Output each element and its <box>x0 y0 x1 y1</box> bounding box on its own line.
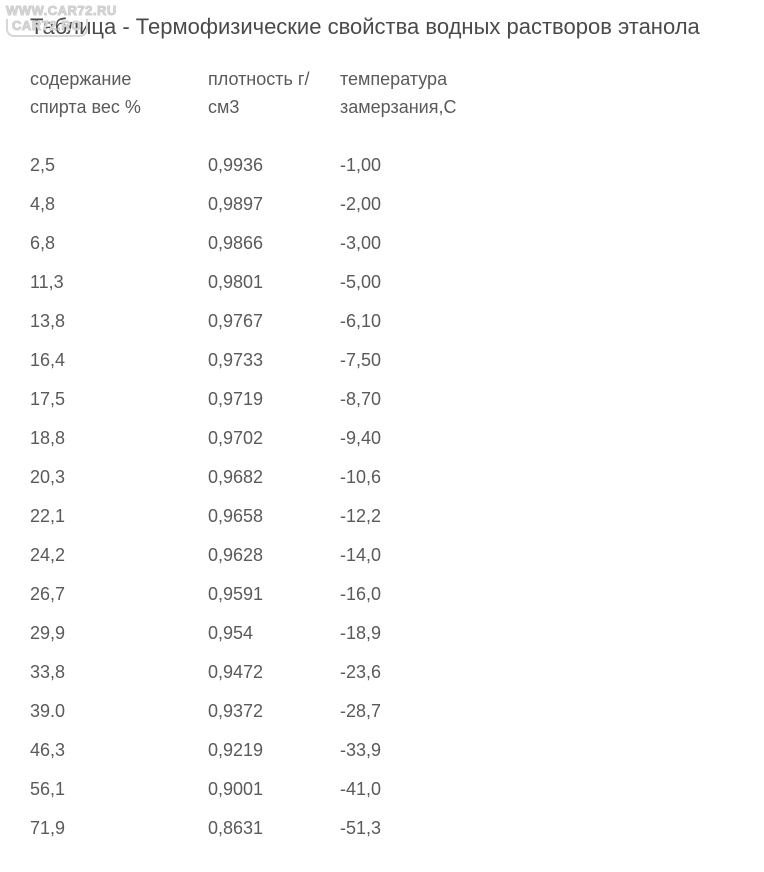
table-row: 11,30,9801-5,00 <box>30 263 540 302</box>
table-cell: 4,8 <box>30 185 208 224</box>
table-cell: 29,9 <box>30 614 208 653</box>
table-cell: 56,1 <box>30 770 208 809</box>
table-cell: -10,6 <box>340 458 540 497</box>
table-cell: 46,3 <box>30 731 208 770</box>
table-cell: 33,8 <box>30 653 208 692</box>
table-cell: 18,8 <box>30 419 208 458</box>
col-header-density: плотность г/см3 <box>208 66 340 146</box>
table-row: 18,80,9702-9,40 <box>30 419 540 458</box>
table-cell: -2,00 <box>340 185 540 224</box>
properties-table: содержаниеспирта вес % плотность г/см3 т… <box>30 66 540 848</box>
table-cell: 20,3 <box>30 458 208 497</box>
table-cell: -9,40 <box>340 419 540 458</box>
table-row: 24,20,9628-14,0 <box>30 536 540 575</box>
table-cell: 13,8 <box>30 302 208 341</box>
table-row: 16,40,9733-7,50 <box>30 341 540 380</box>
table-cell: 2,5 <box>30 146 208 185</box>
table-cell: -12,2 <box>340 497 540 536</box>
table-cell: 11,3 <box>30 263 208 302</box>
table-cell: 0,8631 <box>208 809 340 848</box>
table-cell: -14,0 <box>340 536 540 575</box>
table-row: 20,30,9682-10,6 <box>30 458 540 497</box>
table-cell: -5,00 <box>340 263 540 302</box>
table-cell: 0,9472 <box>208 653 340 692</box>
table-row: 2,50,9936-1,00 <box>30 146 540 185</box>
page-content: Таблица - Термофизические свойства водны… <box>0 0 764 848</box>
table-row: 39.00,9372-28,7 <box>30 692 540 731</box>
table-header-row: содержаниеспирта вес % плотность г/см3 т… <box>30 66 540 146</box>
table-cell: -18,9 <box>340 614 540 653</box>
table-cell: -41,0 <box>340 770 540 809</box>
table-cell: 39.0 <box>30 692 208 731</box>
col-header-alcohol: содержаниеспирта вес % <box>30 66 208 146</box>
table-cell: 0,9866 <box>208 224 340 263</box>
table-cell: 0,9897 <box>208 185 340 224</box>
table-cell: 0,9702 <box>208 419 340 458</box>
table-cell: 0,9372 <box>208 692 340 731</box>
table-cell: -6,10 <box>340 302 540 341</box>
table-cell: 26,7 <box>30 575 208 614</box>
table-cell: -16,0 <box>340 575 540 614</box>
table-cell: 0,9219 <box>208 731 340 770</box>
table-cell: -33,9 <box>340 731 540 770</box>
table-cell: 0,9767 <box>208 302 340 341</box>
table-cell: 24,2 <box>30 536 208 575</box>
table-cell: -3,00 <box>340 224 540 263</box>
col-header-freezing: температуразамерзания,С <box>340 66 540 146</box>
table-row: 56,10,9001-41,0 <box>30 770 540 809</box>
table-cell: -28,7 <box>340 692 540 731</box>
table-row: 13,80,9767-6,10 <box>30 302 540 341</box>
table-cell: 16,4 <box>30 341 208 380</box>
table-cell: -7,50 <box>340 341 540 380</box>
table-cell: 0,9001 <box>208 770 340 809</box>
page-title: Таблица - Термофизические свойства водны… <box>30 14 740 40</box>
table-cell: -1,00 <box>340 146 540 185</box>
table-cell: -23,6 <box>340 653 540 692</box>
table-row: 46,30,9219-33,9 <box>30 731 540 770</box>
table-cell: 0,9628 <box>208 536 340 575</box>
table-cell: 22,1 <box>30 497 208 536</box>
table-cell: 0,9719 <box>208 380 340 419</box>
table-cell: 0,954 <box>208 614 340 653</box>
table-cell: 0,9682 <box>208 458 340 497</box>
table-cell: -8,70 <box>340 380 540 419</box>
table-row: 71,90,8631-51,3 <box>30 809 540 848</box>
table-cell: 0,9801 <box>208 263 340 302</box>
table-body: 2,50,9936-1,004,80,9897-2,006,80,9866-3,… <box>30 146 540 848</box>
table-cell: 71,9 <box>30 809 208 848</box>
table-row: 26,70,9591-16,0 <box>30 575 540 614</box>
table-cell: 6,8 <box>30 224 208 263</box>
table-cell: 0,9591 <box>208 575 340 614</box>
table-row: 29,90,954-18,9 <box>30 614 540 653</box>
table-row: 4,80,9897-2,00 <box>30 185 540 224</box>
table-cell: -51,3 <box>340 809 540 848</box>
table-cell: 0,9658 <box>208 497 340 536</box>
table-cell: 0,9936 <box>208 146 340 185</box>
table-row: 6,80,9866-3,00 <box>30 224 540 263</box>
table-row: 33,80,9472-23,6 <box>30 653 540 692</box>
table-row: 17,50,9719-8,70 <box>30 380 540 419</box>
table-row: 22,10,9658-12,2 <box>30 497 540 536</box>
table-cell: 17,5 <box>30 380 208 419</box>
table-cell: 0,9733 <box>208 341 340 380</box>
